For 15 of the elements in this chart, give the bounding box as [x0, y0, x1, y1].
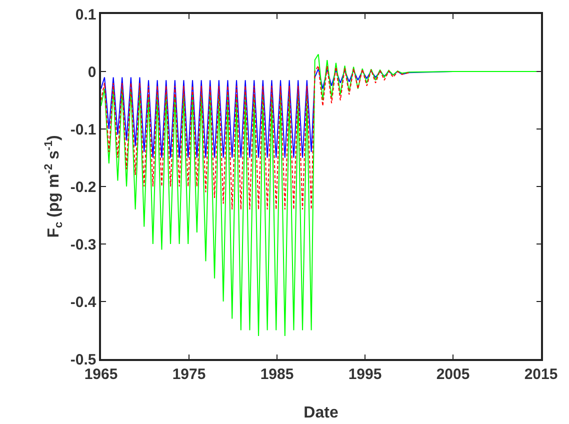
y-tick-label: -0.5	[70, 351, 96, 368]
y-tick-label: 0	[88, 64, 96, 81]
y-tick-label: 0.1	[75, 6, 96, 24]
x-tick-label: 1995	[348, 366, 382, 383]
y-tick-label: -0.3	[70, 236, 96, 254]
x-tick-label: 2015	[524, 366, 558, 383]
y-tick-label: -0.2	[70, 178, 96, 196]
x-tick-label: 1985	[260, 366, 294, 383]
x-axis-title: Date	[304, 404, 338, 422]
line-series	[101, 65, 410, 210]
x-tick-label: 1975	[172, 366, 206, 383]
x-tick-label: 1965	[84, 366, 118, 383]
y-tick-label: -0.1	[70, 121, 96, 138]
x-tick-label: 2005	[436, 366, 470, 383]
y-tick-label: -0.4	[70, 294, 97, 311]
